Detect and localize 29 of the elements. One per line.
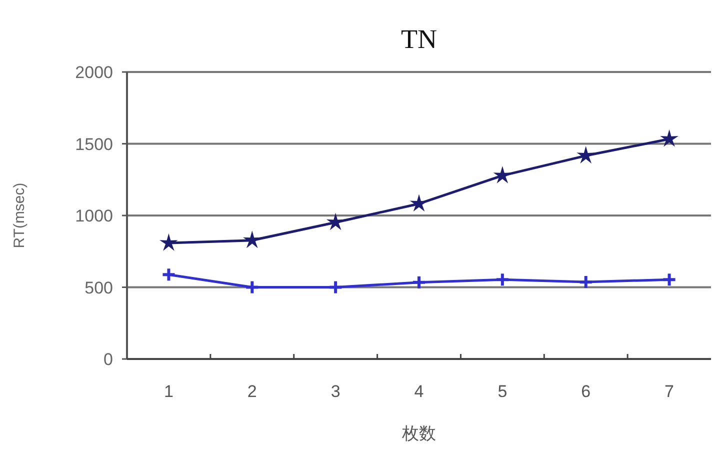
x-tick-label: 7 — [664, 382, 674, 401]
x-axis-title: 枚数 — [401, 424, 436, 443]
point — [160, 234, 177, 250]
x-tick-label: 3 — [330, 382, 340, 401]
x-tick-label: 2 — [247, 382, 257, 401]
point — [328, 280, 344, 295]
point — [412, 274, 426, 290]
point — [328, 214, 344, 230]
point — [662, 272, 677, 288]
point — [578, 274, 594, 290]
point — [661, 130, 678, 146]
x-tick-label: 4 — [414, 382, 424, 401]
point — [244, 280, 260, 295]
y-tick-label: 1500 — [75, 134, 113, 154]
point — [578, 147, 594, 162]
y-tick-label: 500 — [84, 278, 113, 298]
y-tick-label: 1000 — [75, 206, 113, 226]
point — [411, 195, 427, 211]
x-tick-label: 1 — [164, 382, 174, 401]
point — [494, 272, 510, 288]
y-tick-label: 2000 — [75, 63, 113, 82]
y-axis-title: RT(msec) — [11, 182, 28, 248]
point — [161, 267, 176, 282]
y-tick-label: 0 — [104, 350, 113, 369]
point — [494, 167, 510, 182]
x-tick-label: 6 — [581, 382, 591, 401]
x-tick-label: 5 — [498, 382, 508, 401]
chart-title: TN — [401, 24, 437, 54]
point — [244, 232, 260, 248]
